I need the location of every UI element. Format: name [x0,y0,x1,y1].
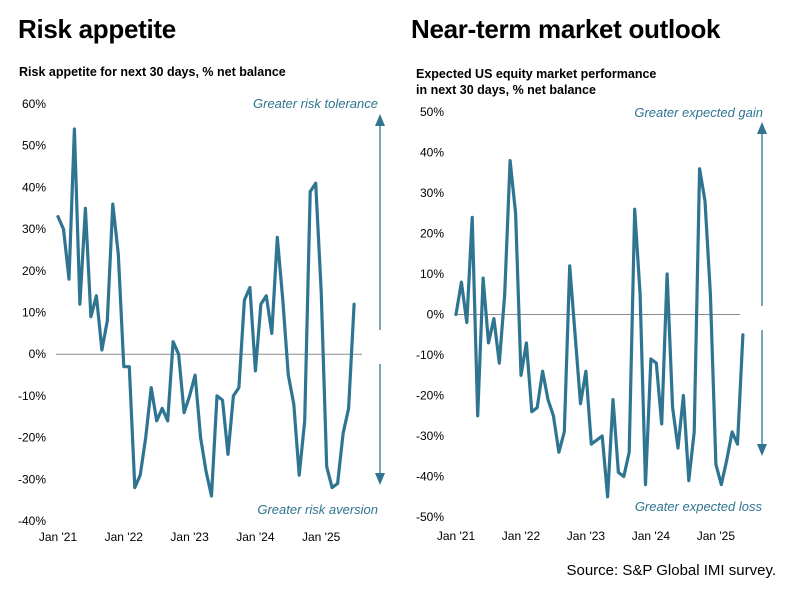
y-tick-label: -20% [416,389,444,403]
y-tick-label: 20% [22,264,46,278]
y-tick-label: 30% [22,222,46,236]
x-tick-label: Jan '24 [632,529,671,543]
y-tick-label: 50% [420,105,444,119]
y-tick-label: 10% [22,306,46,320]
y-tick-label: 60% [22,97,46,111]
right-subtitle-line-2: in next 30 days, % net balance [416,83,596,97]
y-tick-label: -40% [18,514,46,528]
x-tick-label: Jan '23 [567,529,606,543]
x-tick-label: Jan '25 [302,530,341,544]
x-tick-label: Jan '22 [105,530,144,544]
down-arrow-head [375,473,385,485]
right-subtitle-line-1: Expected US equity market performance [416,67,657,81]
annotation-top: Greater expected gain [634,105,763,120]
up-arrow-head [375,114,385,126]
y-tick-label: 20% [420,227,444,241]
series-line [56,127,356,498]
y-tick-label: -20% [18,431,46,445]
y-tick-label: 30% [420,186,444,200]
x-tick-label: Jan '22 [502,529,541,543]
risk-appetite-chart: 60% 50% 40% 30% 20% 10% 0% -10% -20% -30% -40% Jan … [18,96,385,544]
left-subtitle-line: Risk appetite for next 30 days, % net ba… [19,65,286,79]
market-outlook-chart: 50% 40% 30% 20% 10% 0% -10% -20% -30% -40% -50% Jan… [416,105,767,543]
y-tick-label: -10% [18,389,46,403]
y-tick-label: 50% [22,139,46,153]
y-tick-label: -40% [416,470,444,484]
y-tick-label: 40% [22,180,46,194]
x-tick-label: Jan '21 [39,530,78,544]
right-chart-title: Near-term market outlook [411,14,721,44]
down-arrow-head [757,444,767,456]
y-tick-label: 10% [420,267,444,281]
y-tick-label: 0% [427,308,445,322]
annotation-bottom: Greater expected loss [635,499,763,514]
source-note: Source: S&P Global IMI survey. [566,562,776,579]
y-tick-label: 0% [29,347,47,361]
annotation-bottom: Greater risk aversion [257,502,378,517]
y-tick-label: -50% [416,510,444,524]
left-chart-title: Risk appetite [18,14,176,44]
series-line [454,159,745,499]
y-tick-label: -30% [18,472,46,486]
left-chart-subtitle: Risk appetite for next 30 days, % net ba… [19,64,286,80]
x-tick-label: Jan '25 [697,529,736,543]
y-tick-label: -30% [416,429,444,443]
y-tick-label: 40% [420,146,444,160]
right-chart-subtitle: Expected US equity market performance in… [416,66,656,98]
annotation-top: Greater risk tolerance [253,96,378,111]
up-arrow-head [757,122,767,134]
x-tick-label: Jan '24 [236,530,275,544]
x-tick-label: Jan '21 [437,529,476,543]
x-tick-label: Jan '23 [170,530,209,544]
y-tick-label: -10% [416,348,444,362]
